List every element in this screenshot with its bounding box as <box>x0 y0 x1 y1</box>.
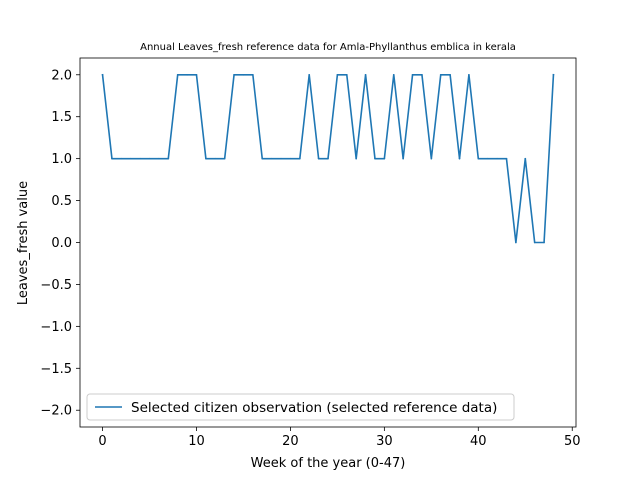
data-point <box>505 157 508 160</box>
data-point <box>111 157 113 160</box>
data-point <box>242 73 245 76</box>
data-point <box>421 73 423 76</box>
data-point <box>430 157 433 160</box>
data-point <box>101 73 104 76</box>
data-point <box>477 157 480 160</box>
legend: Selected citizen observation (selected r… <box>86 393 515 421</box>
data-point <box>533 241 536 244</box>
data-point <box>345 73 348 76</box>
x-tick-label: 10 <box>188 434 205 449</box>
y-axis-label: Leaves_fresh value <box>16 181 31 305</box>
data-point <box>515 241 517 244</box>
x-tick-label: 50 <box>564 434 581 449</box>
y-tick-label: −2.0 <box>40 404 72 419</box>
data-point <box>468 73 470 76</box>
data-point <box>186 73 188 76</box>
data-point <box>148 157 151 160</box>
data-point <box>496 157 498 160</box>
data-point <box>411 73 414 76</box>
data-point <box>364 73 367 76</box>
data-point <box>129 157 132 160</box>
data-point <box>139 157 141 160</box>
x-tick-label: 0 <box>98 434 106 449</box>
data-point <box>195 73 198 76</box>
data-point <box>223 157 226 160</box>
y-tick-label: 0.0 <box>51 236 72 251</box>
data-point <box>176 73 179 76</box>
data-point <box>270 157 273 160</box>
data-point <box>308 73 311 76</box>
legend-label: Selected citizen observation (selected r… <box>131 400 497 416</box>
y-tick-label: 2.0 <box>51 68 72 83</box>
y-tick-label: −1.0 <box>40 320 72 335</box>
axes-frame <box>79 57 577 428</box>
data-point <box>289 157 292 160</box>
data-point <box>392 73 395 76</box>
data-point <box>524 157 527 160</box>
data-point <box>458 157 461 160</box>
data-point <box>167 157 170 160</box>
chart-title: Annual Leaves_fresh reference data for A… <box>140 42 516 53</box>
data-point <box>158 157 160 160</box>
data-point <box>374 157 376 160</box>
y-tick-label: −1.5 <box>40 362 72 377</box>
data-point <box>486 157 489 160</box>
x-tick-label: 40 <box>470 434 487 449</box>
data-point <box>120 157 123 160</box>
y-tick-label: 1.5 <box>51 110 72 125</box>
plot-area: 0 10 20 30 40 50 −2.0 −1.5 −1.0 −0.5 0.0 0.5 1.0 1.5 2… <box>40 57 581 449</box>
data-point <box>449 73 451 76</box>
x-tick-label: 20 <box>282 434 299 449</box>
data-point <box>383 157 386 160</box>
data-point <box>233 73 235 76</box>
data-point <box>439 73 442 76</box>
data-point <box>205 157 207 160</box>
data-point <box>214 157 217 160</box>
data-point <box>261 157 264 160</box>
y-tick-label: −0.5 <box>40 278 72 293</box>
data-point <box>552 73 555 76</box>
legend-box <box>86 393 515 421</box>
data-point <box>543 241 545 244</box>
y-tick-label: 1.0 <box>51 152 72 167</box>
y-tick-label: 0.5 <box>51 194 72 209</box>
data-point <box>336 73 339 76</box>
data-point <box>280 157 282 160</box>
data-point <box>252 73 254 76</box>
data-point <box>327 157 329 160</box>
data-point <box>299 157 301 160</box>
x-tick-label: 30 <box>376 434 393 449</box>
data-point <box>355 157 357 160</box>
data-point <box>317 157 320 160</box>
data-point <box>402 157 404 160</box>
x-axis-label: Week of the year (0-47) <box>251 456 406 471</box>
